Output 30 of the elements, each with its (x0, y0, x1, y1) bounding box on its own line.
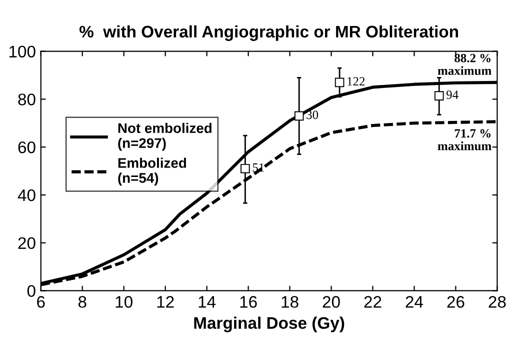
x-tick-label: 22 (364, 296, 382, 308)
y-tick-label: 80 (18, 94, 36, 106)
chart-title: % with Overall Angiographic or MR Obliteration (79, 25, 458, 41)
x-tick-label: 26 (447, 296, 464, 308)
x-tick-label: 24 (406, 296, 424, 308)
x-tick-label: 18 (282, 296, 298, 308)
x-tick-label: 10 (116, 296, 132, 308)
y-tick-label: 100 (9, 46, 36, 58)
annotation: 71.7 % maximum (438, 129, 492, 150)
x-tick-label: 20 (322, 296, 340, 308)
x-tick-label: 28 (488, 296, 506, 308)
x-axis-title: Marginal Dose (Gy) (194, 316, 344, 332)
y-tick-label: 60 (18, 141, 36, 154)
annotation: 122 (348, 77, 365, 86)
legend-label: Embolized (n=54) (118, 158, 186, 186)
legend-label: Not embolized (n=297) (118, 122, 212, 151)
x-tick-label: 8 (78, 296, 86, 308)
y-tick-label: 0 (27, 285, 36, 297)
x-tick-label: 6 (37, 296, 45, 308)
x-tick-label: 14 (198, 296, 216, 308)
annotation: 94 (446, 90, 458, 99)
x-tick-label: 12 (157, 296, 174, 308)
y-tick-label: 40 (18, 189, 36, 202)
annotation: 88.2 % maximum (438, 54, 492, 75)
point (434, 91, 444, 100)
point (294, 111, 304, 121)
y-tick-label: 20 (18, 237, 36, 250)
point (334, 78, 344, 88)
x-tick-label: 16 (240, 296, 257, 308)
point (240, 164, 250, 174)
